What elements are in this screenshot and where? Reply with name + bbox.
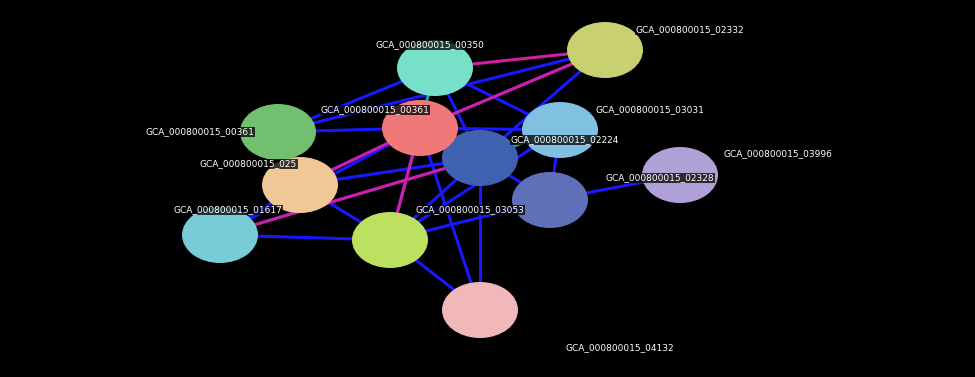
Text: GCA_000800015_00350: GCA_000800015_00350 — [375, 40, 485, 49]
Ellipse shape — [262, 157, 338, 213]
Ellipse shape — [512, 172, 588, 228]
Ellipse shape — [397, 40, 473, 96]
Ellipse shape — [442, 130, 518, 186]
Text: GCA_000800015_02332: GCA_000800015_02332 — [636, 26, 744, 35]
Text: GCA_000800015_04132: GCA_000800015_04132 — [566, 343, 675, 352]
Text: GCA_000800015_02224: GCA_000800015_02224 — [511, 135, 619, 144]
Ellipse shape — [642, 147, 718, 203]
Text: GCA_000800015_03996: GCA_000800015_03996 — [723, 150, 833, 158]
Ellipse shape — [240, 104, 316, 160]
Text: GCA_000800015_00361: GCA_000800015_00361 — [321, 106, 429, 115]
Text: GCA_000800015_02328: GCA_000800015_02328 — [605, 173, 715, 182]
Ellipse shape — [522, 102, 598, 158]
Text: GCA_000800015_00361: GCA_000800015_00361 — [145, 127, 254, 136]
Text: GCA_000800015_01617: GCA_000800015_01617 — [174, 205, 283, 215]
Ellipse shape — [567, 22, 643, 78]
Text: GCA_000800015_03031: GCA_000800015_03031 — [596, 106, 704, 115]
Ellipse shape — [352, 212, 428, 268]
Ellipse shape — [382, 100, 458, 156]
Ellipse shape — [182, 207, 258, 263]
Ellipse shape — [442, 282, 518, 338]
Text: GCA_000800015_025: GCA_000800015_025 — [199, 159, 296, 169]
Text: GCA_000800015_03053: GCA_000800015_03053 — [415, 205, 525, 215]
